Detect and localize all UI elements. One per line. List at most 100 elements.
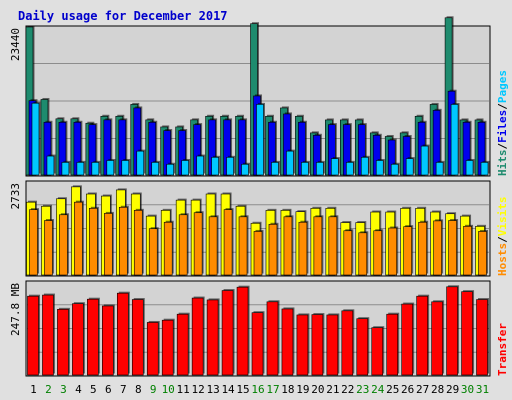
bar-pages	[316, 162, 324, 176]
day-label: 20	[311, 383, 324, 396]
bar-hosts	[268, 223, 278, 276]
bar-pages	[61, 162, 70, 176]
bar-transfer	[446, 286, 458, 376]
bar-transfer	[72, 303, 84, 376]
bar-pages	[405, 158, 414, 176]
bar-pages	[106, 160, 115, 176]
bar-pages	[211, 157, 219, 176]
bar-hosts	[313, 216, 323, 276]
day-label: 22	[341, 383, 354, 396]
bar-hosts	[358, 232, 368, 276]
bar-hosts	[104, 213, 113, 276]
day-label: 6	[105, 383, 112, 396]
day-label: 24	[371, 383, 385, 396]
day-label: 1	[30, 383, 37, 396]
bar-hosts	[478, 231, 487, 276]
bar-pages	[151, 162, 160, 176]
panel-legend: Hosts/Visits	[496, 197, 509, 277]
panel-transfer: 247.8 MB Transfer	[9, 280, 509, 377]
bar-hosts	[298, 221, 308, 276]
x-axis-day-labels: 1 2 3 4 5 6 7 8 9 10 11 12 13 14 15 16 17 18 19 20 21 22 23 24 2…	[30, 383, 489, 396]
bar-hosts	[148, 228, 158, 276]
bar-pages	[31, 102, 40, 176]
bar-hosts	[118, 206, 128, 276]
bar-pages	[241, 163, 249, 176]
bar-transfer	[341, 310, 354, 376]
panel-hosts-visits: 2733 Hosts/Visits	[9, 180, 509, 277]
bar-hosts	[463, 226, 472, 276]
day-label: 30	[461, 383, 474, 396]
bar-transfer	[476, 299, 488, 376]
bar-hosts	[193, 212, 203, 276]
bar-transfer	[161, 319, 174, 376]
bar-pages	[76, 162, 85, 176]
day-label: 29	[446, 383, 459, 396]
bar-pages	[301, 162, 309, 176]
bar-hosts	[44, 220, 53, 276]
day-label: 7	[120, 383, 127, 396]
day-label: 23	[356, 383, 369, 396]
bar-transfer	[371, 327, 384, 376]
bar-pages	[286, 150, 294, 176]
bar-transfer	[401, 303, 413, 376]
bar-transfer	[146, 322, 159, 376]
bar-pages	[435, 162, 444, 176]
legend-entry: Files	[496, 110, 509, 143]
bar-pages	[136, 150, 145, 176]
chart-panels: 23440Hits/Files/Pages2733Hosts/Visits247…	[9, 16, 509, 377]
panel-legend: Hits/Files/Pages	[496, 70, 509, 176]
bar-transfer	[42, 294, 54, 376]
legend-entry: /	[496, 143, 509, 150]
day-label: 26	[401, 383, 414, 396]
day-label: 16	[251, 383, 264, 396]
bar-hosts	[223, 209, 233, 276]
panel-legend: Transfer	[496, 323, 509, 376]
bar-pages	[390, 163, 399, 176]
day-label: 28	[431, 383, 444, 396]
bar-transfer	[281, 308, 294, 376]
legend-entry: Visits	[496, 197, 509, 237]
day-label: 8	[135, 383, 142, 396]
bar-transfer	[356, 318, 369, 376]
bar-pages	[465, 160, 474, 176]
bar-transfer	[416, 295, 428, 376]
day-label: 25	[386, 383, 399, 396]
bar-hosts	[343, 230, 353, 276]
day-label: 4	[75, 383, 82, 396]
bar-transfer	[27, 295, 39, 376]
bar-transfer	[461, 291, 473, 376]
bar-hosts	[253, 231, 263, 276]
bar-pages	[181, 160, 189, 176]
legend-entry: Transfer	[496, 323, 509, 376]
day-label: 15	[236, 383, 249, 396]
bar-transfer	[266, 301, 279, 376]
bar-hosts	[448, 220, 457, 276]
bar-hosts	[373, 230, 383, 276]
day-label: 12	[192, 383, 205, 396]
bar-transfer	[191, 297, 204, 376]
bar-pages	[480, 162, 489, 176]
day-label: 14	[221, 383, 235, 396]
chart-title: Daily usage for December 2017	[18, 9, 228, 23]
bar-transfer	[206, 299, 219, 376]
day-label: 21	[326, 383, 339, 396]
legend-entry: Hits	[496, 150, 509, 177]
day-label: 10	[162, 383, 175, 396]
bar-transfer	[431, 301, 443, 376]
bar-hosts	[328, 216, 338, 276]
legend-entry: Hosts	[496, 243, 509, 276]
day-label: 13	[206, 383, 219, 396]
bar-hosts	[403, 226, 412, 276]
bar-hosts	[388, 227, 398, 276]
day-label: 9	[150, 383, 157, 396]
bar-transfer	[386, 313, 399, 376]
bar-transfer	[236, 286, 249, 376]
bar-hosts	[74, 201, 83, 276]
bar-transfer	[116, 292, 129, 376]
series-pages	[31, 101, 490, 176]
legend-entry: /	[496, 103, 509, 110]
bar-transfer	[57, 309, 69, 376]
bar-pages	[375, 160, 384, 176]
bar-transfer	[311, 314, 324, 376]
